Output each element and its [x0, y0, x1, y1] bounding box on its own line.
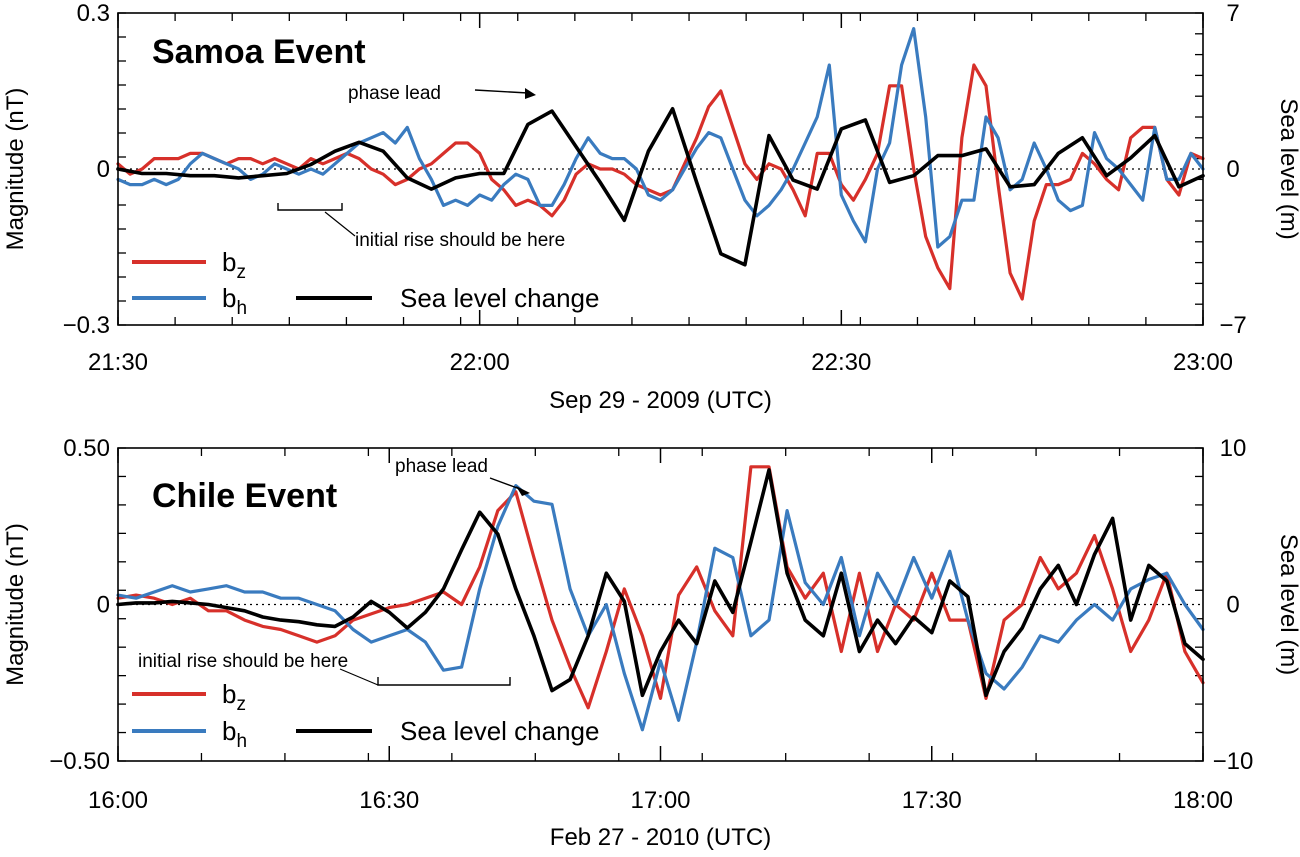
y2-tick-label: 7	[1226, 0, 1239, 27]
x-tick-label: 22:00	[450, 349, 510, 376]
legend-bz-sub: z	[236, 262, 246, 283]
y2-axis-label: Sea level (m)	[1275, 534, 1300, 675]
x-tick-label: 18:00	[1173, 787, 1233, 814]
bz-line	[116, 465, 1205, 710]
y2-tick-label: 0	[1226, 156, 1239, 183]
y-tick-label: −0.3	[63, 312, 110, 339]
legend-bz-sub: z	[236, 694, 246, 715]
plot-frame	[117, 12, 1204, 326]
arrowhead	[516, 486, 530, 496]
y2-tick-label: 10	[1220, 435, 1247, 462]
initial-rise-annotation: initial rise should be here	[138, 651, 348, 672]
x-tick-label: 17:00	[630, 787, 690, 814]
chart-title: Chile Event	[152, 477, 337, 515]
y-tick-label: 0.3	[77, 0, 110, 27]
x-tick-label: 23:00	[1173, 349, 1233, 376]
y2-tick-label: −7	[1219, 312, 1246, 339]
bh-line	[116, 27, 1205, 249]
x-tick-label: 16:30	[359, 787, 419, 814]
arrowhead	[525, 88, 536, 99]
y-tick-label: 0	[97, 592, 110, 619]
legend-bh-sub: h	[236, 298, 247, 319]
bh-line	[116, 484, 1205, 732]
legend-bh-sub: h	[236, 731, 247, 752]
legend-bh-label: bh	[222, 283, 247, 319]
x-axis-label: Sep 29 - 2009 (UTC)	[549, 387, 772, 414]
legend-bz-label: bz	[222, 679, 246, 715]
legend-bh-main: b	[222, 716, 236, 746]
phase-lead-annotation: phase lead	[348, 83, 441, 104]
legend-sea-label: Sea level change	[400, 283, 599, 313]
chart-title: Samoa Event	[152, 33, 366, 71]
x-tick-label: 16:00	[88, 787, 148, 814]
x-tick-label: 17:30	[902, 787, 962, 814]
x-axis-label: Feb 27 - 2010 (UTC)	[550, 824, 771, 851]
legend-bh-main: b	[222, 283, 236, 313]
chile-panel: 16:00 16:30 17:00 17:30 18:00 0.50 0 −0.50 10 0 −1…	[2, 435, 1300, 851]
initial-rise-annotation: initial rise should be here	[355, 230, 565, 251]
y-axis-label: Magnitude (nT)	[2, 523, 29, 686]
y2-tick-label: 0	[1226, 592, 1239, 619]
sea-level-line	[116, 468, 1205, 698]
sea-level-line	[116, 107, 1205, 267]
plot-frame	[117, 447, 1204, 762]
legend-bh-label: bh	[222, 716, 247, 752]
x-tick-label: 21:30	[88, 349, 148, 376]
annotation-arrow	[489, 477, 521, 490]
annotation-leader	[339, 668, 379, 686]
legend-sea-label: Sea level change	[400, 716, 599, 746]
legend-bz-main: b	[222, 679, 236, 709]
x-tick-label: 22:30	[811, 349, 871, 376]
legend-bz-main: b	[222, 247, 236, 277]
samoa-panel: 21:30 22:00 22:30 23:00 0.3 0 −0.3 7 0 −7 Sep 29 -…	[2, 0, 1300, 414]
annotation-bracket	[377, 677, 511, 686]
y-axis-label: Magnitude (nT)	[2, 88, 29, 251]
y-tick-label: 0.50	[63, 435, 110, 462]
legend-bz-label: bz	[222, 247, 246, 283]
annotation-bracket	[277, 203, 343, 211]
phase-lead-annotation: phase lead	[395, 456, 488, 477]
y-tick-label: −0.50	[49, 748, 110, 775]
y-tick-label: 0	[97, 156, 110, 183]
annotation-arrow	[474, 89, 529, 94]
annotation-leader	[324, 211, 356, 237]
y2-axis-label: Sea level (m)	[1275, 98, 1300, 239]
y2-tick-label: −10	[1213, 748, 1254, 775]
bz-line	[116, 63, 1205, 301]
